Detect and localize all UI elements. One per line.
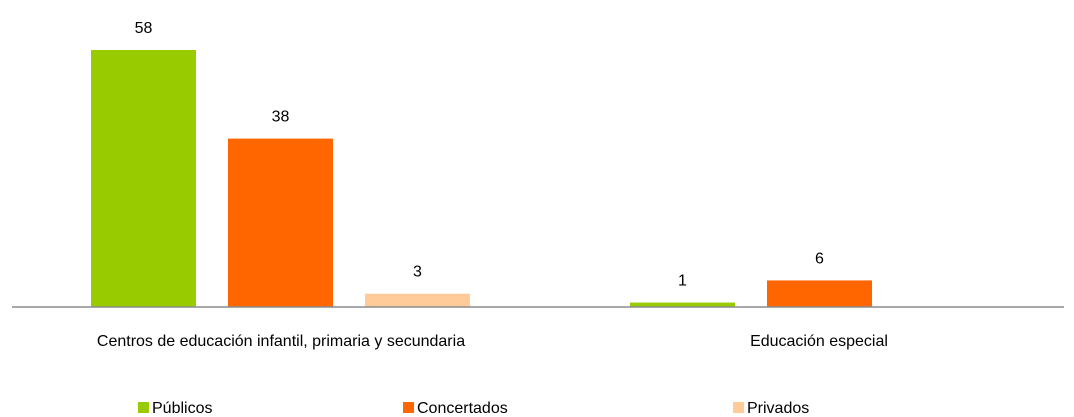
legend-item: Concertados (403, 400, 508, 417)
value-labels-layer: 58 1 38 6 3 (135, 20, 824, 290)
legend: Públicos Concertados Privados (138, 400, 809, 417)
legend-item: Privados (733, 400, 809, 417)
bar-concertados-1 (228, 138, 333, 307)
bar-concertados-2 (767, 280, 872, 307)
data-label: 3 (413, 264, 422, 281)
category-label: Centros de educación infantil, primaria … (97, 333, 465, 350)
data-label: 6 (815, 250, 824, 267)
bar-públicos-2 (630, 302, 735, 307)
legend-swatch (403, 402, 414, 413)
bar-públicos-1 (91, 50, 196, 307)
bars-layer (91, 50, 872, 307)
legend-label: Concertados (417, 400, 508, 417)
legend-label: Públicos (152, 400, 212, 417)
category-label: Educación especial (750, 333, 888, 350)
legend-label: Privados (747, 400, 809, 417)
category-labels-layer: Centros de educación infantil, primaria … (97, 333, 888, 350)
legend-item: Públicos (138, 400, 212, 417)
legend-swatch (733, 402, 744, 413)
legend-swatch (138, 402, 149, 413)
data-label: 58 (135, 20, 153, 37)
bar-privados-1 (365, 293, 470, 307)
data-label: 1 (678, 273, 687, 290)
data-label: 38 (272, 109, 290, 126)
